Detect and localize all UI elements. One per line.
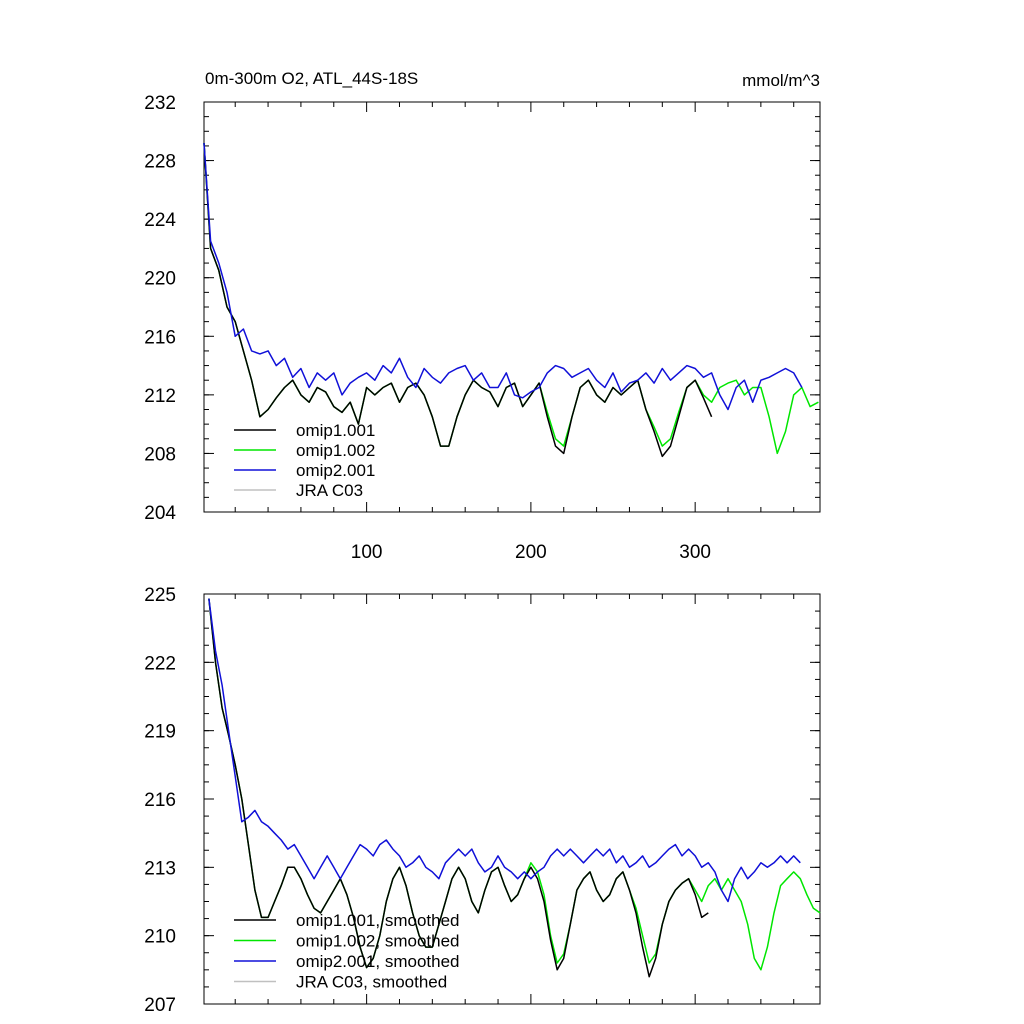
y-tick-label: 225 [144,585,176,606]
y-tick-label: 204 [144,503,176,524]
x-tick-label: 200 [515,542,547,563]
y-tick-label: 216 [144,327,176,348]
series-line-omip2-001-smoothed [208,598,801,903]
legend-label: omip1.002, smoothed [296,932,460,951]
x-tick-label: 100 [351,542,383,563]
series-line-omip1-001-smoothed [208,598,709,978]
legend-label: JRA C03 [296,481,363,500]
chart-title: 0m-300m O2, ATL_44S-18S [205,69,418,88]
y-tick-label: 220 [144,269,176,290]
y-tick-label: 222 [144,653,176,674]
top-panel: 0m-300m O2, ATL_44S-18S mmol/m^3 204 208 2… [144,69,821,563]
y-tick-label: 207 [144,995,176,1016]
y-tick-label: 216 [144,790,176,811]
legend-label: omip1.002 [296,441,375,460]
y-tick-label: 212 [144,386,176,407]
legend-label: omip2.001, smoothed [296,952,460,971]
series-line-omip2-001 [203,142,803,411]
y-tick-label: 213 [144,858,176,879]
y-tick-label: 228 [144,152,176,173]
y-tick-label: 210 [144,927,176,948]
legend-label: omip1.001 [296,421,375,440]
y-tick-label: 208 [144,444,176,465]
legend-label: omip2.001 [296,461,375,480]
x-tick-label: 300 [679,542,711,563]
units-label: mmol/m^3 [742,71,820,90]
legend-label: omip1.001, smoothed [296,911,460,930]
bottom-panel: 207 210 213 216 219 222 225 omip1.001, smoothed… [144,585,821,1016]
legend-label: JRA C03, smoothed [296,973,447,992]
y-tick-label: 224 [144,210,176,231]
y-tick-label: 219 [144,722,176,743]
series-line-omip1-001 [203,142,713,458]
y-tick-label: 232 [144,93,176,114]
